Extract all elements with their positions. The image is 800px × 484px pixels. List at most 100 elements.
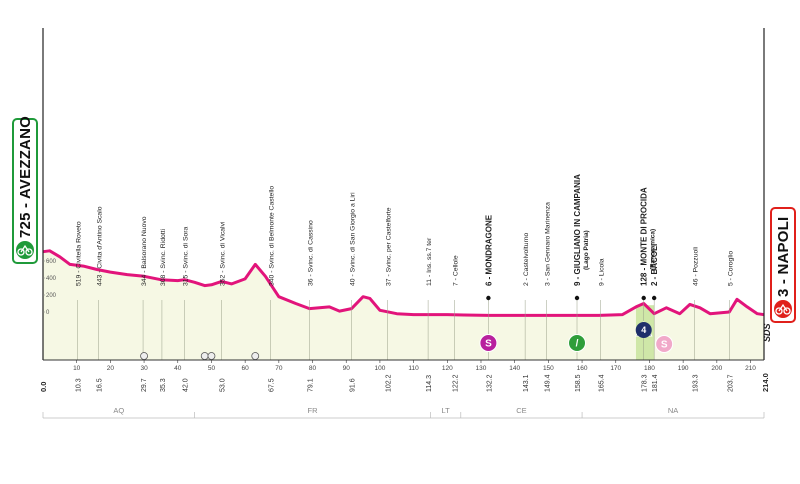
waypoint-km-label: 29.7 [141,378,148,392]
x-tick-label: 50 [208,365,216,372]
waypoint-label: 9 - GIUGLIANO IN CAMPANIA [573,174,582,286]
x-tick-label: 10 [73,365,81,372]
sprint-marker-icon [479,334,498,352]
x-tick-label: 170 [610,365,621,372]
tunnel-icon [140,352,148,360]
y-tick-label: 400 [46,276,57,282]
x-tick-label: 140 [509,365,520,372]
x-tick-label: 120 [442,365,453,372]
x-tick-label: 100 [374,365,385,372]
bonus-marker-icon [568,334,587,352]
waypoint-label: 2 - Castelvolturno [523,233,530,286]
waypoint-dot [486,295,491,301]
waypoint-label: 340 - Svinc. di Belmonte Castello [268,186,275,286]
tunnel-icon [200,352,209,360]
sprint-end-marker-icon [655,335,674,353]
profile-area [43,250,764,360]
brand-mark: SDS [762,323,772,342]
start-town-box: 725 - AVEZZANO [12,116,38,264]
waypoint-km-label: 91.6 [350,378,357,392]
tunnel-icon [251,352,260,360]
start-km-label: 0.0 [39,382,48,392]
waypoint-km-label: 114.3 [426,375,433,392]
finish-town-box: 3 - NAPOLI [770,207,796,323]
y-tick-label: 200 [46,293,57,299]
waypoint-km-label: 67.5 [268,378,275,392]
waypoint-km-label: 42.0 [183,378,190,392]
waypoint-km-label: 178.3 [642,374,649,392]
region-code: LT [442,406,451,415]
waypoint-km-label: 193.3 [692,374,699,392]
x-tick-label: 200 [711,365,722,372]
sprint-marker-label: S [485,339,492,350]
waypoint-km-label: 16.5 [97,378,104,392]
waypoint-label: 36 - Svinc. di Cassino [308,220,315,286]
x-tick-label: 160 [577,365,588,372]
finish-town-label: 3 - NAPOLI [775,216,792,297]
y-tick-label: 600 [46,259,57,265]
waypoint-label: 128 - MONTE DI PROCIDA [640,187,649,286]
kom-category-label: 4 [641,325,646,335]
profile-line [42,249,765,317]
waypoint-label: 40 - Svinc. di San Giorgio a Liri [350,192,357,286]
x-tick-label: 40 [174,365,182,372]
x-tick-label: 110 [408,365,419,372]
waypoint-label: 46 - Pozzuoli [692,246,699,286]
waypoint-dot [574,295,580,301]
waypoint-sublabel: (Lago Patria) [583,230,590,270]
x-tick-label: 130 [476,365,487,372]
start-town-label: 725 - AVEZZANO [17,116,34,238]
waypoint-dot [651,295,657,301]
waypoint-km-label: 35.3 [160,378,167,392]
waypoint-label: 315 - Svinc. di Sora [183,226,190,286]
x-tick-label: 20 [107,365,115,372]
waypoint-km-label: 102.2 [385,374,392,392]
waypoint-sublabel: (Panoramica) [650,229,657,270]
waypoint-label: 344 - Balsorano Nuovo [141,216,148,286]
waypoint-km-label: 132.2 [486,374,493,392]
waypoint-label: 9 - Licola [598,258,605,286]
x-tick-label: 180 [644,365,655,372]
x-tick-label: 190 [678,365,689,372]
waypoint-label: 6 - MONDRAGONE [484,214,493,286]
x-tick-label: 90 [343,365,351,372]
waypoint-label: 352 - Svinc. di Vicalvi [220,221,227,286]
end-km-label: 214.0 [761,373,770,392]
waypoint-label: 7 - Cellole [453,255,460,286]
waypoint-label: 11 - Ins. ss.7 ter [426,237,433,286]
x-tick-label: 80 [309,365,317,372]
tunnel-icon [207,352,216,360]
region-code: CE [516,406,526,415]
waypoint-km-label: 53.0 [220,378,227,392]
x-tick-label: 60 [242,365,250,372]
bonus-marker-label: / [576,339,579,350]
x-tick-label: 70 [275,365,283,372]
region-code: AQ [113,406,124,415]
waypoint-km-label: 143.1 [523,374,530,392]
waypoint-dot [641,295,646,301]
waypoint-km-label: 165.4 [598,374,605,392]
region-code: FR [308,406,319,415]
waypoint-label: 37 - Svinc. per Castelforte [385,207,392,286]
y-tick-label: 0 [46,310,50,316]
waypoint-km-label: 158.5 [575,374,582,392]
waypoint-label: 5 - Coroglio [727,251,734,286]
waypoint-label: 3 - San Gennaro Marinenza [544,202,551,286]
x-tick-label: 210 [745,365,756,372]
kom-climb-icon [635,322,652,338]
waypoint-label: 308 - Svinc. Ridotti [160,228,167,286]
waypoint-km-label: 122.2 [453,374,460,392]
waypoint-label: 443 - Civita d'Antino Scalo [97,206,104,286]
region-code: NA [668,406,678,415]
sprint-end-marker-label: S [661,340,668,351]
waypoint-km-label: 10.3 [76,378,83,392]
x-tick-label: 150 [543,365,554,372]
waypoint-km-label: 203.7 [727,374,734,392]
waypoint-km-label: 149.4 [544,374,551,392]
x-tick-label: 30 [140,365,148,372]
waypoint-label: 519 - Civitella Roveto [76,221,83,286]
waypoint-km-label: 79.1 [308,378,315,392]
waypoint-km-label: 181.4 [652,374,659,392]
waypoint-label: 2 - BACOLI [650,244,659,286]
